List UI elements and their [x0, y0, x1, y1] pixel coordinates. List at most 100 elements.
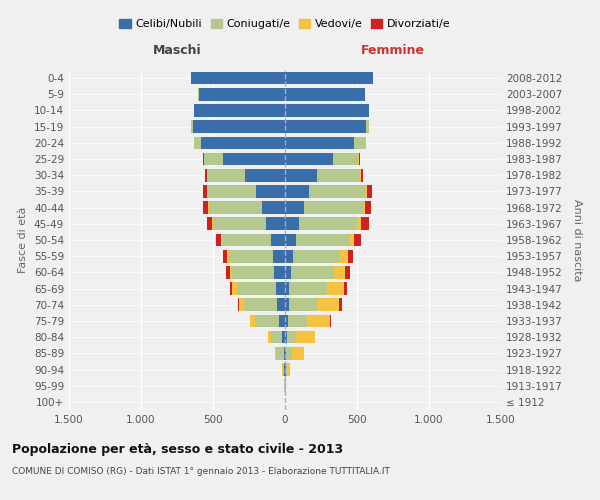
Bar — [349, 234, 354, 246]
Bar — [354, 136, 365, 149]
Bar — [317, 298, 339, 311]
Bar — [285, 136, 354, 149]
Bar — [285, 282, 289, 295]
Bar — [357, 218, 361, 230]
Bar — [310, 185, 365, 198]
Bar — [292, 347, 304, 360]
Bar — [361, 169, 363, 181]
Bar — [365, 120, 368, 133]
Bar — [367, 185, 372, 198]
Bar — [327, 282, 344, 295]
Bar — [285, 152, 332, 166]
Bar — [232, 282, 237, 295]
Bar — [274, 250, 285, 262]
Bar — [285, 120, 365, 133]
Bar — [287, 363, 290, 376]
Bar — [285, 347, 286, 360]
Bar — [285, 169, 317, 181]
Bar — [221, 234, 271, 246]
Bar — [205, 152, 223, 166]
Bar — [344, 282, 347, 295]
Bar — [194, 104, 285, 117]
Bar — [285, 104, 368, 117]
Bar — [285, 266, 291, 278]
Bar — [289, 282, 327, 295]
Bar — [271, 331, 282, 344]
Bar — [199, 88, 285, 101]
Bar — [223, 250, 227, 262]
Bar — [191, 120, 193, 133]
Bar — [203, 185, 207, 198]
Bar — [250, 314, 255, 328]
Bar — [285, 72, 373, 85]
Bar — [223, 152, 285, 166]
Bar — [275, 347, 277, 360]
Bar — [340, 250, 347, 262]
Bar — [205, 169, 207, 181]
Bar — [202, 136, 285, 149]
Bar — [285, 298, 289, 311]
Bar — [271, 234, 285, 246]
Bar — [365, 185, 367, 198]
Bar — [206, 218, 212, 230]
Bar — [285, 363, 286, 376]
Bar — [296, 331, 314, 344]
Bar — [365, 202, 371, 214]
Bar — [245, 169, 285, 181]
Bar — [283, 363, 284, 376]
Bar — [346, 266, 350, 278]
Y-axis label: Fasce di età: Fasce di età — [19, 207, 28, 273]
Bar — [285, 250, 293, 262]
Legend: Celibi/Nubili, Coniugati/e, Vedovi/e, Divorziati/e: Celibi/Nubili, Coniugati/e, Vedovi/e, Di… — [115, 14, 455, 34]
Text: Maschi: Maschi — [152, 44, 202, 57]
Bar — [213, 218, 266, 230]
Bar — [203, 152, 204, 166]
Bar — [262, 202, 285, 214]
Bar — [285, 185, 310, 198]
Text: COMUNE DI COMISO (RG) - Dati ISTAT 1° gennaio 2013 - Elaborazione TUTTITALIA.IT: COMUNE DI COMISO (RG) - Dati ISTAT 1° ge… — [12, 468, 390, 476]
Bar — [363, 202, 365, 214]
Bar — [291, 266, 334, 278]
Bar — [284, 363, 285, 376]
Bar — [299, 218, 357, 230]
Bar — [347, 250, 353, 262]
Text: Femmine: Femmine — [361, 44, 425, 57]
Bar — [360, 169, 361, 181]
Bar — [244, 298, 277, 311]
Bar — [334, 266, 346, 278]
Bar — [288, 314, 307, 328]
Y-axis label: Anni di nascita: Anni di nascita — [572, 198, 582, 281]
Bar — [209, 202, 262, 214]
Bar — [232, 266, 274, 278]
Bar — [285, 234, 296, 246]
Bar — [226, 266, 230, 278]
Bar — [268, 331, 271, 344]
Bar — [212, 218, 213, 230]
Bar — [207, 169, 245, 181]
Bar — [354, 234, 361, 246]
Bar — [237, 282, 275, 295]
Bar — [332, 152, 358, 166]
Bar — [314, 331, 315, 344]
Bar — [230, 282, 232, 295]
Bar — [275, 282, 285, 295]
Bar — [285, 218, 299, 230]
Bar — [277, 347, 284, 360]
Bar — [285, 88, 365, 101]
Bar — [203, 202, 208, 214]
Bar — [286, 347, 292, 360]
Bar — [238, 298, 239, 311]
Bar — [296, 234, 349, 246]
Bar — [230, 266, 232, 278]
Bar — [193, 120, 285, 133]
Bar — [191, 72, 285, 85]
Bar — [255, 314, 279, 328]
Bar — [256, 185, 285, 198]
Bar — [229, 250, 274, 262]
Bar — [339, 298, 342, 311]
Bar — [194, 136, 202, 149]
Bar — [216, 234, 221, 246]
Bar — [284, 347, 285, 360]
Bar — [307, 314, 329, 328]
Bar — [287, 331, 296, 344]
